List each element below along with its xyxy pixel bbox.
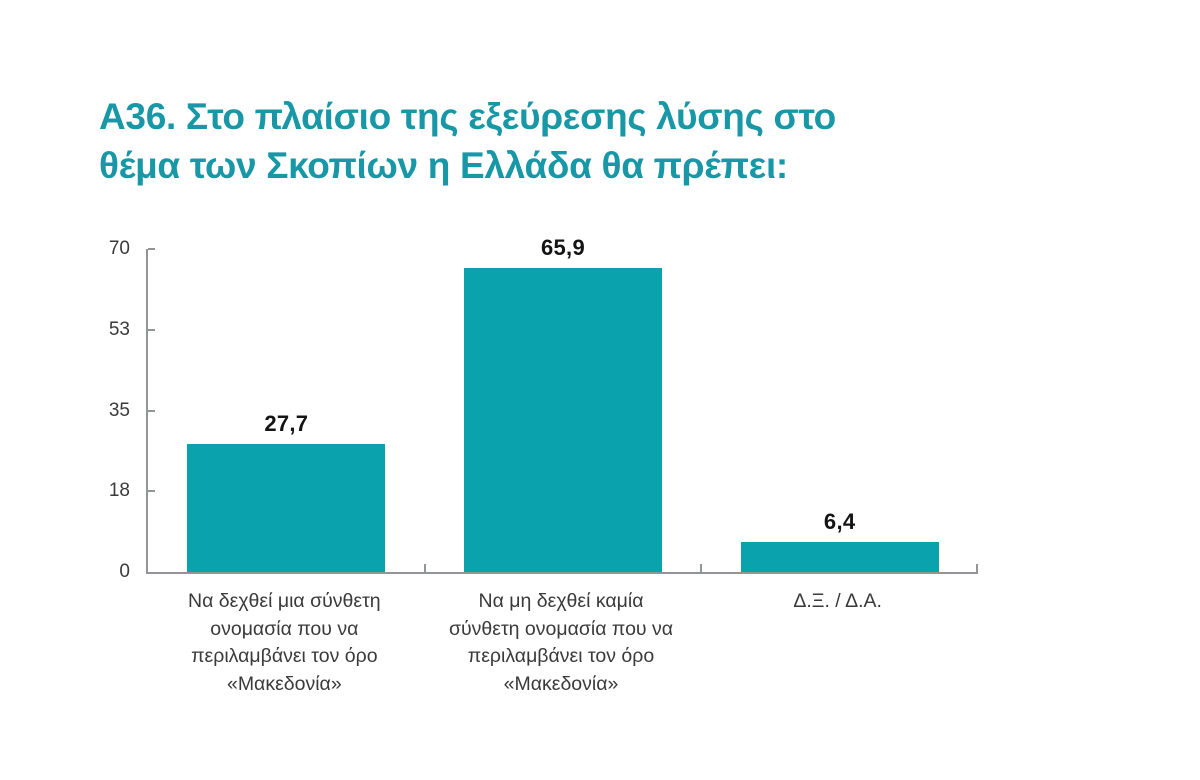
chart-title: Α36. Στο πλαίσιο της εξεύρεσης λύσης στο… — [99, 96, 836, 186]
x-category-label: Να δεχθεί μια σύνθετη ονομασία που να πε… — [188, 590, 381, 695]
bar-value-label: 27,7 — [264, 411, 309, 437]
plot-area: 27,7 65,9 6,4 — [146, 235, 978, 574]
y-tick-label: 0 — [119, 561, 130, 582]
y-tick-label: 70 — [108, 238, 130, 259]
x-axis-end-tick — [976, 564, 978, 572]
y-tick-mark — [148, 248, 155, 250]
x-tick-mark — [700, 564, 703, 572]
bar-value-label: 65,9 — [540, 234, 586, 260]
bar — [464, 267, 662, 572]
bar — [740, 542, 939, 572]
x-category-label: Να μη δεχθεί καμία σύνθετη ονομασία που … — [448, 590, 674, 695]
x-category-label: Δ.Ξ. / Δ.Α. — [793, 590, 882, 612]
y-tick-label: 18 — [108, 480, 130, 502]
bar-value-label: 6,4 — [823, 509, 856, 535]
y-tick-label: 35 — [108, 399, 130, 421]
bar — [187, 444, 386, 572]
x-tick-mark — [423, 564, 426, 572]
y-tick-mark — [148, 409, 155, 412]
y-tick-label: 53 — [108, 318, 130, 340]
y-tick-mark — [148, 490, 155, 493]
y-tick-mark — [148, 328, 155, 331]
